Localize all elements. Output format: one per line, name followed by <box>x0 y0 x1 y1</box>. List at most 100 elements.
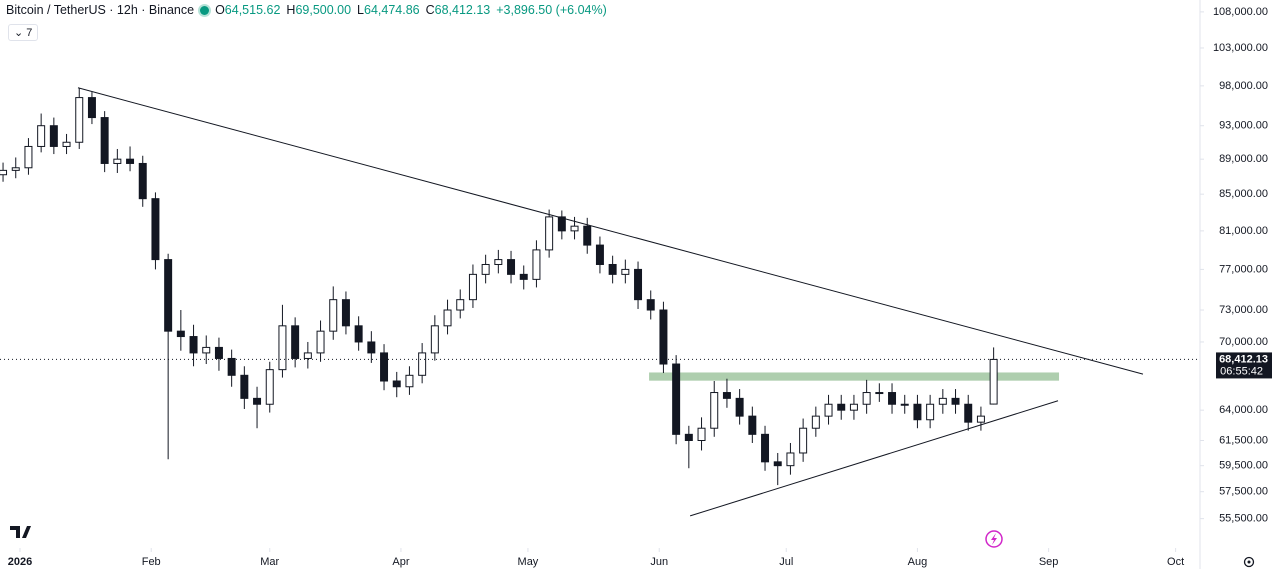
candle-body <box>240 374 249 399</box>
candle-body <box>405 374 414 388</box>
candle-body <box>570 225 579 232</box>
candle-body <box>468 273 477 301</box>
candle-body <box>202 346 211 354</box>
candle-body <box>113 158 122 164</box>
candles <box>0 88 998 486</box>
y-tick-label: 64,000.00 <box>1219 404 1268 416</box>
candle-body <box>227 357 236 376</box>
candle-body <box>87 97 96 119</box>
candle-body <box>862 392 871 405</box>
indicator-toggle[interactable]: ⌄ 7 <box>8 24 39 41</box>
ohlc-key: H <box>286 3 296 17</box>
candle-body <box>303 352 312 359</box>
y-tick-label: 85,000.00 <box>1219 188 1268 200</box>
y-tick-label: 77,000.00 <box>1219 263 1268 275</box>
candle-body <box>316 330 325 354</box>
candle-body <box>253 397 262 405</box>
candle-body <box>151 198 160 261</box>
ohlc-key: C <box>425 3 435 17</box>
trendline <box>689 400 1059 517</box>
trendline <box>77 87 1144 375</box>
y-tick-label: 108,000.00 <box>1213 6 1268 18</box>
candle-body <box>392 380 401 388</box>
candle-body <box>634 268 643 301</box>
candle-body <box>418 352 427 376</box>
y-tick-label: 61,500.00 <box>1219 434 1268 446</box>
ohlc-value: 64,515.62 <box>224 3 281 17</box>
indicator-count: 7 <box>26 27 33 39</box>
candle-body <box>722 392 731 399</box>
candle-body <box>214 346 223 359</box>
candle-body <box>380 352 389 382</box>
candle-body <box>329 299 338 332</box>
candle-body <box>964 403 973 423</box>
candle-body <box>62 141 71 147</box>
candle-body <box>291 325 300 359</box>
candle-body <box>11 167 20 171</box>
candle-body <box>976 415 985 423</box>
candle-body <box>126 158 135 164</box>
last-price-box <box>1216 352 1272 379</box>
y-tick-label: 98,000.00 <box>1219 80 1268 92</box>
ohlc-item: O64,515.62 <box>215 3 280 17</box>
x-tick-label: Oct <box>1167 556 1184 568</box>
bolt-icon[interactable] <box>985 530 1003 548</box>
candle-body <box>583 225 592 246</box>
status-dot <box>200 5 210 15</box>
candle-body <box>761 433 770 463</box>
header: Bitcoin / TetherUS · 12h · Binance O64,5… <box>6 3 607 17</box>
candle-body <box>519 273 528 280</box>
y-tick-label: 73,000.00 <box>1219 304 1268 316</box>
candle-body <box>367 341 376 354</box>
candle-body <box>735 397 744 417</box>
candle-body <box>75 97 84 143</box>
candle-body <box>189 336 198 354</box>
y-tick-label: 55,500.00 <box>1219 513 1268 525</box>
y-tick-label: 89,000.00 <box>1219 153 1268 165</box>
ohlc-value: 64,474.86 <box>364 3 420 17</box>
candle-body <box>507 259 516 275</box>
candle-body <box>278 325 287 371</box>
candle-body <box>837 403 846 411</box>
zone <box>649 372 1060 381</box>
candle-body <box>37 125 46 147</box>
candle-body <box>824 403 833 417</box>
candle-body <box>265 369 274 405</box>
last-price-label: 68,412.13 <box>1219 353 1268 365</box>
settings-icon[interactable] <box>1243 556 1255 568</box>
tv-logo <box>10 526 35 538</box>
candle-body <box>659 309 668 365</box>
y-tick-label: 81,000.00 <box>1219 225 1268 237</box>
candle-body <box>354 325 363 343</box>
ohlc: O64,515.62 H69,500.00 L64,474.86 C68,412.13 <box>215 3 490 17</box>
x-tick-label: Jun <box>650 556 668 568</box>
candle-body <box>138 162 147 200</box>
candle-body <box>494 259 503 265</box>
x-tick-label: 2026 <box>8 556 32 568</box>
candle-body <box>951 397 960 405</box>
candle-body <box>164 259 173 332</box>
candle-body <box>697 427 706 442</box>
candle-body <box>545 216 554 251</box>
ohlc-value: 69,500.00 <box>295 3 352 17</box>
candle-body <box>646 299 655 311</box>
candle-body <box>875 392 884 395</box>
candle-body <box>341 299 350 327</box>
candle-body <box>799 427 808 454</box>
candle-body <box>176 330 185 338</box>
candle-body <box>684 433 693 442</box>
y-tick-label: 70,000.00 <box>1219 336 1268 348</box>
y-tick-label: 59,500.00 <box>1219 460 1268 472</box>
candle-body <box>532 249 541 280</box>
candle-body <box>773 461 782 467</box>
candle-body <box>786 452 795 467</box>
symbol: Bitcoin / TetherUS · 12h · Binance <box>6 3 195 17</box>
x-tick-label: Aug <box>908 556 928 568</box>
x-tick-label: Feb <box>142 556 161 568</box>
ohlc-item: H69,500.00 <box>286 3 351 17</box>
candle-body <box>481 263 490 275</box>
y-tick-label: 57,500.00 <box>1219 486 1268 498</box>
candle-body <box>443 309 452 327</box>
